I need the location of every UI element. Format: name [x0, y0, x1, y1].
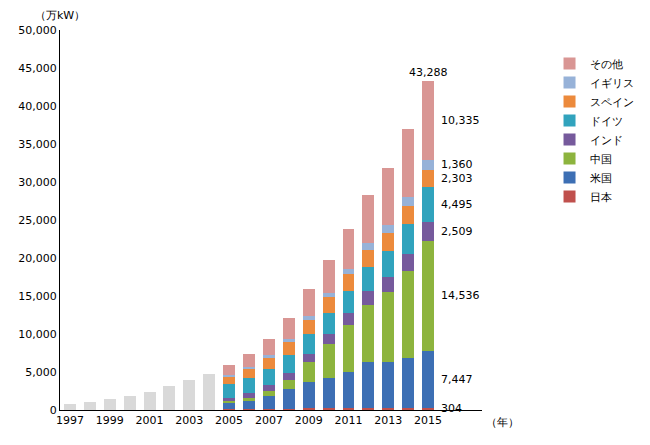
svg-text:日本: 日本	[590, 191, 612, 204]
svg-text:7,447: 7,447	[441, 373, 473, 386]
svg-text:中国: 中国	[590, 153, 612, 166]
svg-text:20,000: 20,000	[18, 252, 57, 265]
svg-text:（万kW）: （万kW）	[35, 9, 85, 22]
svg-text:40,000: 40,000	[18, 100, 57, 113]
svg-text:イギリス: イギリス	[590, 77, 634, 90]
svg-text:その他: その他	[590, 58, 623, 71]
svg-text:50,000: 50,000	[18, 24, 57, 37]
svg-text:インド: インド	[590, 134, 623, 147]
svg-text:2013: 2013	[374, 414, 402, 427]
svg-text:35,000: 35,000	[18, 138, 57, 151]
svg-text:10,000: 10,000	[18, 328, 57, 341]
svg-text:（年）: （年）	[486, 416, 519, 429]
svg-text:2,509: 2,509	[441, 225, 473, 238]
svg-text:2005: 2005	[215, 414, 243, 427]
svg-text:2011: 2011	[334, 414, 362, 427]
svg-text:2009: 2009	[295, 414, 323, 427]
svg-text:2003: 2003	[175, 414, 203, 427]
svg-text:2015: 2015	[414, 414, 442, 427]
svg-text:25,000: 25,000	[18, 214, 57, 227]
svg-text:1999: 1999	[96, 414, 124, 427]
svg-text:ドイツ: ドイツ	[590, 115, 623, 128]
svg-text:2,303: 2,303	[441, 172, 473, 185]
svg-text:304: 304	[441, 402, 462, 415]
svg-text:14,536: 14,536	[441, 289, 480, 302]
svg-text:5,000: 5,000	[25, 366, 57, 379]
svg-text:スペイン: スペイン	[590, 96, 634, 109]
svg-text:15,000: 15,000	[18, 290, 57, 303]
svg-text:1,360: 1,360	[441, 158, 473, 171]
svg-text:2007: 2007	[255, 414, 283, 427]
svg-text:2001: 2001	[136, 414, 164, 427]
svg-text:45,000: 45,000	[18, 62, 57, 75]
svg-text:0: 0	[50, 404, 57, 417]
svg-text:10,335: 10,335	[441, 114, 480, 127]
svg-text:30,000: 30,000	[18, 176, 57, 189]
svg-text:米国: 米国	[590, 172, 612, 185]
svg-text:1997: 1997	[56, 414, 84, 427]
svg-text:43,288: 43,288	[409, 66, 448, 79]
svg-text:4,495: 4,495	[441, 198, 473, 211]
